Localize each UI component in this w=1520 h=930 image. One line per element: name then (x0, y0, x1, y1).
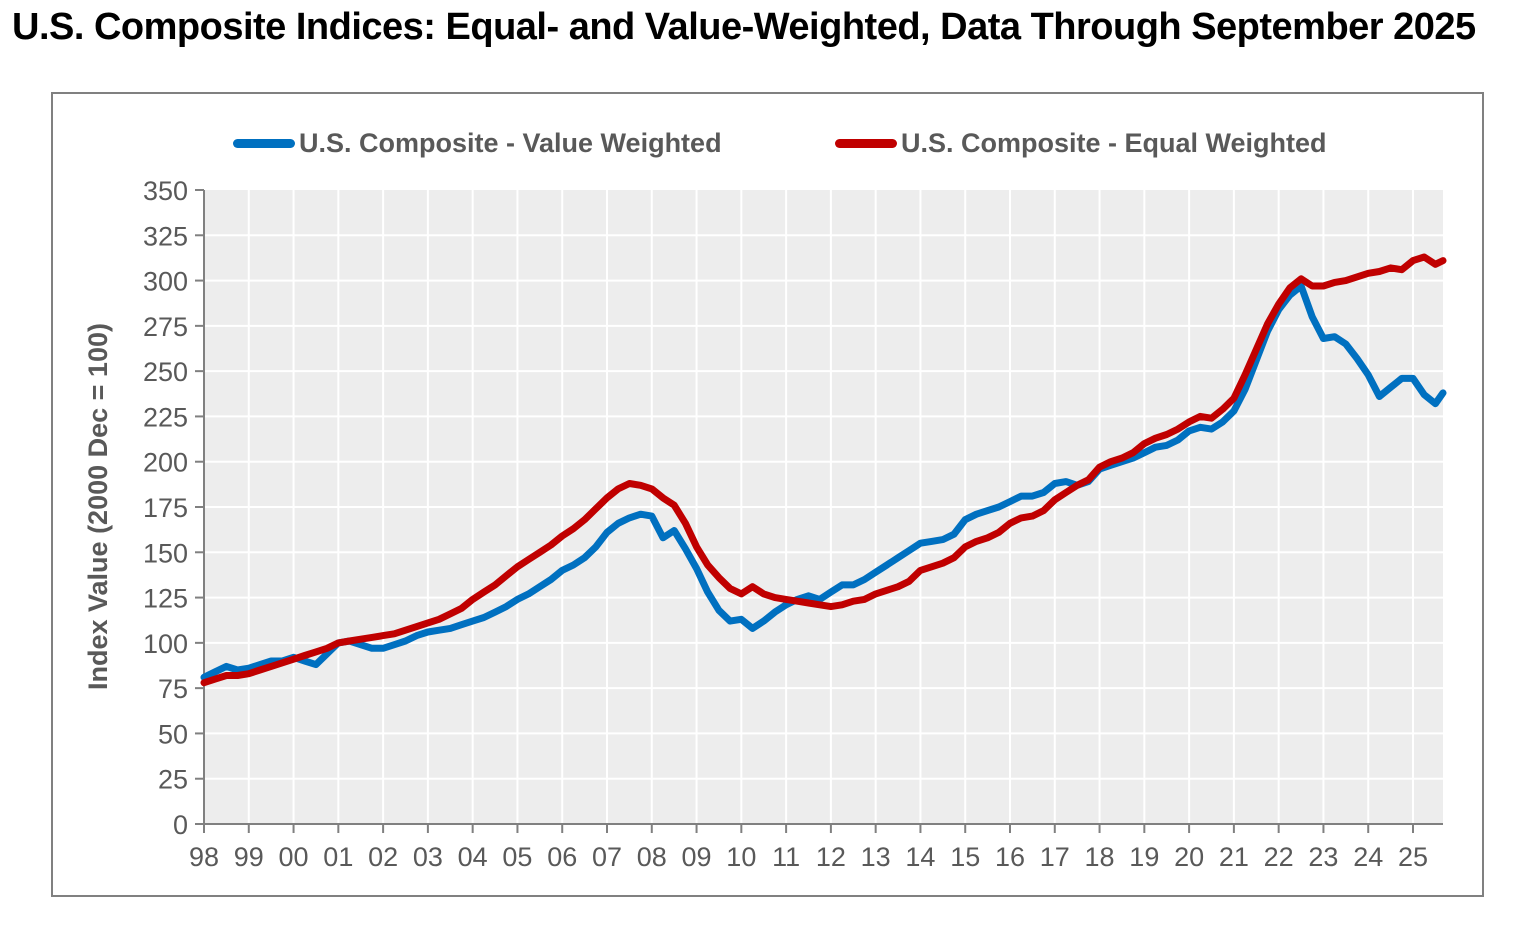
y-tick-label: 200 (143, 448, 188, 478)
legend-label-value-weighted: U.S. Composite - Value Weighted (299, 127, 722, 158)
x-tick-label: 20 (1174, 842, 1204, 872)
x-tick-label: 10 (726, 842, 756, 872)
legend-swatch-value-weighted-icon (233, 138, 295, 148)
x-tick-label: 13 (861, 842, 891, 872)
x-tick-label: 16 (995, 842, 1025, 872)
x-tick-label: 14 (905, 842, 935, 872)
y-tick-label: 75 (158, 674, 188, 704)
x-tick-label: 17 (1040, 842, 1070, 872)
series-line-equal-weighted (200, 253, 1447, 687)
x-tick-label: 98 (189, 842, 219, 872)
x-tick-label: 00 (279, 842, 309, 872)
x-tick-label: 06 (547, 842, 577, 872)
y-tick-label: 350 (143, 176, 188, 206)
x-tick-label: 09 (682, 842, 712, 872)
x-tick-label: 07 (592, 842, 622, 872)
y-tick-label: 150 (143, 538, 188, 568)
y-tick-label: 0 (173, 810, 188, 840)
y-tick-label: 125 (143, 584, 188, 614)
x-tick-label: 01 (323, 842, 353, 872)
x-tick-label: 23 (1308, 842, 1338, 872)
y-tick-label: 100 (143, 629, 188, 659)
x-tick-label: 99 (234, 842, 264, 872)
y-tick-label: 250 (143, 357, 188, 387)
y-tick-label: 225 (143, 402, 188, 432)
series-line-value-weighted (200, 282, 1447, 681)
legend-swatch-equal-weighted-icon (835, 138, 897, 148)
x-tick-label: 24 (1353, 842, 1383, 872)
y-tick-label: 50 (158, 719, 188, 749)
legend-item-value-weighted: U.S. Composite - Value Weighted (233, 126, 722, 160)
y-tick-label: 25 (158, 765, 188, 795)
x-tick-label: 02 (368, 842, 398, 872)
x-tick-label: 21 (1219, 842, 1249, 872)
x-tick-label: 03 (413, 842, 443, 872)
x-tick-label: 19 (1129, 842, 1159, 872)
x-tick-label: 22 (1264, 842, 1294, 872)
chart-plot-svg: 0255075100125150175200225250275300325350… (143, 176, 1447, 872)
x-tick-label: 12 (816, 842, 846, 872)
y-tick-label: 275 (143, 312, 188, 342)
x-tick-label: 11 (772, 842, 800, 872)
x-tick-label: 15 (950, 842, 980, 872)
y-tick-label: 175 (143, 493, 188, 523)
x-tick-label: 04 (458, 842, 488, 872)
x-tick-label: 18 (1085, 842, 1115, 872)
legend-item-equal-weighted: U.S. Composite - Equal Weighted (835, 126, 1327, 160)
x-tick-label: 05 (502, 842, 532, 872)
x-tick-label: 08 (637, 842, 667, 872)
y-tick-label: 300 (143, 267, 188, 297)
y-axis-title: Index Value (2000 Dec = 100) (83, 323, 113, 691)
x-tick-label: 25 (1398, 842, 1428, 872)
page-title: U.S. Composite Indices: Equal- and Value… (12, 6, 1476, 48)
legend-label-equal-weighted: U.S. Composite - Equal Weighted (901, 127, 1327, 158)
chart-container: 0 25 50 75 100 125 150 175 200 225 250 275 300 325 350… (51, 92, 1484, 897)
y-tick-label: 325 (143, 221, 188, 251)
